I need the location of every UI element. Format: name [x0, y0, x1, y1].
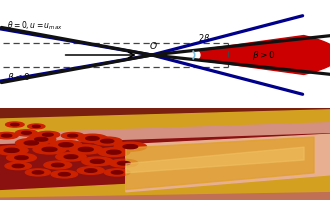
Circle shape [27, 135, 56, 143]
Circle shape [42, 147, 57, 151]
Circle shape [44, 161, 72, 169]
Circle shape [114, 142, 147, 151]
Circle shape [25, 169, 50, 176]
Circle shape [16, 139, 47, 147]
Circle shape [28, 124, 45, 129]
Text: $2\beta$: $2\beta$ [198, 32, 211, 45]
Circle shape [82, 157, 113, 166]
Circle shape [98, 148, 130, 157]
Circle shape [61, 132, 84, 139]
Circle shape [117, 161, 130, 165]
Circle shape [4, 148, 19, 152]
Circle shape [86, 136, 99, 140]
Circle shape [78, 134, 107, 142]
Circle shape [51, 171, 78, 178]
Circle shape [33, 145, 66, 154]
Circle shape [68, 134, 78, 137]
Circle shape [43, 133, 53, 136]
Circle shape [64, 155, 78, 159]
Text: $O$: $O$ [149, 40, 158, 51]
Circle shape [1, 134, 12, 137]
Circle shape [0, 132, 18, 139]
Text: $\beta > 0$: $\beta > 0$ [252, 48, 276, 62]
Circle shape [90, 159, 104, 163]
Circle shape [36, 131, 60, 138]
Circle shape [93, 137, 122, 145]
Text: $\theta = 0, u = u_{max}$: $\theta = 0, u = u_{max}$ [7, 20, 62, 32]
Text: $\beta < 0$: $\beta < 0$ [7, 71, 31, 84]
Circle shape [50, 140, 82, 149]
Circle shape [32, 125, 40, 127]
Circle shape [0, 146, 28, 155]
Circle shape [123, 145, 138, 149]
Circle shape [85, 169, 97, 172]
Circle shape [104, 169, 130, 176]
Circle shape [51, 163, 64, 167]
Circle shape [12, 164, 24, 168]
Circle shape [69, 145, 102, 154]
Circle shape [79, 147, 93, 151]
Circle shape [21, 131, 31, 134]
Circle shape [58, 173, 70, 176]
Circle shape [16, 130, 37, 136]
Circle shape [24, 141, 39, 145]
Circle shape [11, 123, 19, 126]
Circle shape [107, 150, 121, 154]
Circle shape [6, 122, 24, 127]
Circle shape [15, 156, 28, 160]
Polygon shape [199, 36, 330, 74]
Circle shape [7, 154, 36, 162]
Circle shape [101, 139, 114, 143]
Circle shape [111, 171, 123, 174]
Circle shape [110, 159, 138, 167]
Circle shape [35, 137, 48, 141]
Circle shape [56, 153, 86, 161]
Circle shape [77, 167, 104, 174]
Circle shape [59, 143, 73, 147]
Circle shape [32, 171, 44, 174]
Circle shape [5, 162, 31, 170]
